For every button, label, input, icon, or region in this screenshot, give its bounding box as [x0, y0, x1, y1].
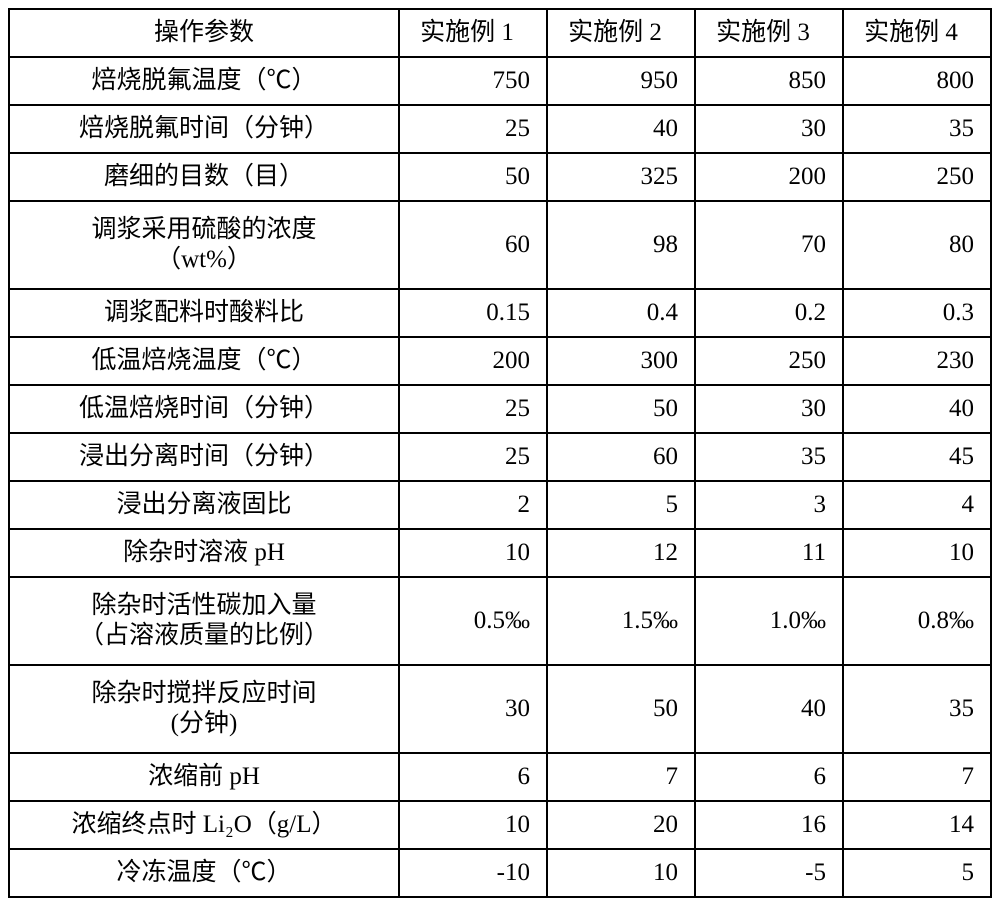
param-cell: 低温焙烧温度（℃）: [9, 337, 399, 385]
data-cell: 250: [843, 153, 991, 201]
data-cell: 60: [547, 433, 695, 481]
table-row: 低温焙烧时间（分钟）25503040: [9, 385, 991, 433]
data-cell: 30: [399, 665, 547, 753]
data-cell: 2: [399, 481, 547, 529]
data-cell: 80: [843, 201, 991, 289]
data-cell: 0.5‰: [399, 577, 547, 665]
data-cell: 7: [843, 753, 991, 801]
data-cell: 250: [695, 337, 843, 385]
data-cell: 0.3: [843, 289, 991, 337]
data-cell: 10: [843, 529, 991, 577]
data-cell: 50: [399, 153, 547, 201]
data-cell: 6: [695, 753, 843, 801]
data-cell: 11: [695, 529, 843, 577]
data-cell: 30: [695, 105, 843, 153]
data-cell: 35: [843, 105, 991, 153]
table-row: 调浆采用硫酸的浓度（wt%）60987080: [9, 201, 991, 289]
data-cell: 1.0‰: [695, 577, 843, 665]
data-cell: 40: [695, 665, 843, 753]
param-cell: 浸出分离液固比: [9, 481, 399, 529]
table-row: 浓缩前 pH6767: [9, 753, 991, 801]
data-cell: 70: [695, 201, 843, 289]
data-cell: 200: [695, 153, 843, 201]
data-cell: 40: [843, 385, 991, 433]
param-cell: 焙烧脱氟时间（分钟）: [9, 105, 399, 153]
table-row: 除杂时溶液 pH10121110: [9, 529, 991, 577]
data-cell: 950: [547, 57, 695, 105]
data-cell: 12: [547, 529, 695, 577]
data-cell: 3: [695, 481, 843, 529]
param-cell: 除杂时溶液 pH: [9, 529, 399, 577]
table-row: 焙烧脱氟时间（分钟）25403035: [9, 105, 991, 153]
data-cell: 45: [843, 433, 991, 481]
data-cell: 1.5‰: [547, 577, 695, 665]
data-cell: 0.2: [695, 289, 843, 337]
table-row: 焙烧脱氟温度（℃）750950850800: [9, 57, 991, 105]
col-header-ex4: 实施例 4: [843, 9, 991, 57]
table-row: 调浆配料时酸料比0.150.40.20.3: [9, 289, 991, 337]
parameters-table: 操作参数 实施例 1 实施例 2 实施例 3 实施例 4 焙烧脱氟温度（℃）75…: [8, 8, 992, 898]
data-cell: 14: [843, 801, 991, 849]
table-row: 低温焙烧温度（℃）200300250230: [9, 337, 991, 385]
data-cell: 30: [695, 385, 843, 433]
data-cell: 5: [547, 481, 695, 529]
col-header-ex1: 实施例 1: [399, 9, 547, 57]
table-body: 焙烧脱氟温度（℃）750950850800焙烧脱氟时间（分钟）25403035磨…: [9, 57, 991, 897]
data-cell: 25: [399, 385, 547, 433]
col-header-param: 操作参数: [9, 9, 399, 57]
col-header-ex2: 实施例 2: [547, 9, 695, 57]
table-row: 冷冻温度（℃）-1010-55: [9, 849, 991, 897]
table-row: 除杂时搅拌反应时间(分钟)30504035: [9, 665, 991, 753]
table-header-row: 操作参数 实施例 1 实施例 2 实施例 3 实施例 4: [9, 9, 991, 57]
data-cell: 25: [399, 433, 547, 481]
param-cell: 浓缩前 pH: [9, 753, 399, 801]
data-cell: 0.8‰: [843, 577, 991, 665]
data-cell: 40: [547, 105, 695, 153]
param-cell: 冷冻温度（℃）: [9, 849, 399, 897]
param-cell: 焙烧脱氟温度（℃）: [9, 57, 399, 105]
col-header-ex3: 实施例 3: [695, 9, 843, 57]
data-cell: 20: [547, 801, 695, 849]
data-cell: 850: [695, 57, 843, 105]
param-cell: 磨细的目数（目）: [9, 153, 399, 201]
data-cell: -5: [695, 849, 843, 897]
param-cell: 除杂时搅拌反应时间(分钟): [9, 665, 399, 753]
data-cell: 35: [695, 433, 843, 481]
data-cell: 50: [547, 385, 695, 433]
data-cell: 35: [843, 665, 991, 753]
data-cell: 10: [547, 849, 695, 897]
param-cell: 低温焙烧时间（分钟）: [9, 385, 399, 433]
data-cell: 10: [399, 529, 547, 577]
data-cell: 325: [547, 153, 695, 201]
data-cell: 300: [547, 337, 695, 385]
param-cell: 调浆采用硫酸的浓度（wt%）: [9, 201, 399, 289]
param-cell: 浓缩终点时 Li₂O（g/L）: [9, 801, 399, 849]
data-cell: 10: [399, 801, 547, 849]
data-cell: 16: [695, 801, 843, 849]
data-cell: 0.4: [547, 289, 695, 337]
data-cell: 200: [399, 337, 547, 385]
data-cell: 750: [399, 57, 547, 105]
table-row: 浸出分离时间（分钟）25603545: [9, 433, 991, 481]
data-cell: 6: [399, 753, 547, 801]
data-cell: -10: [399, 849, 547, 897]
param-cell: 调浆配料时酸料比: [9, 289, 399, 337]
table-row: 磨细的目数（目）50325200250: [9, 153, 991, 201]
data-cell: 7: [547, 753, 695, 801]
data-cell: 98: [547, 201, 695, 289]
table-row: 除杂时活性碳加入量（占溶液质量的比例）0.5‰1.5‰1.0‰0.8‰: [9, 577, 991, 665]
data-cell: 50: [547, 665, 695, 753]
param-cell: 浸出分离时间（分钟）: [9, 433, 399, 481]
data-cell: 25: [399, 105, 547, 153]
data-cell: 800: [843, 57, 991, 105]
data-cell: 0.15: [399, 289, 547, 337]
data-cell: 5: [843, 849, 991, 897]
table-row: 浸出分离液固比2534: [9, 481, 991, 529]
data-cell: 230: [843, 337, 991, 385]
data-cell: 4: [843, 481, 991, 529]
table-row: 浓缩终点时 Li₂O（g/L）10201614: [9, 801, 991, 849]
param-cell: 除杂时活性碳加入量（占溶液质量的比例）: [9, 577, 399, 665]
data-cell: 60: [399, 201, 547, 289]
